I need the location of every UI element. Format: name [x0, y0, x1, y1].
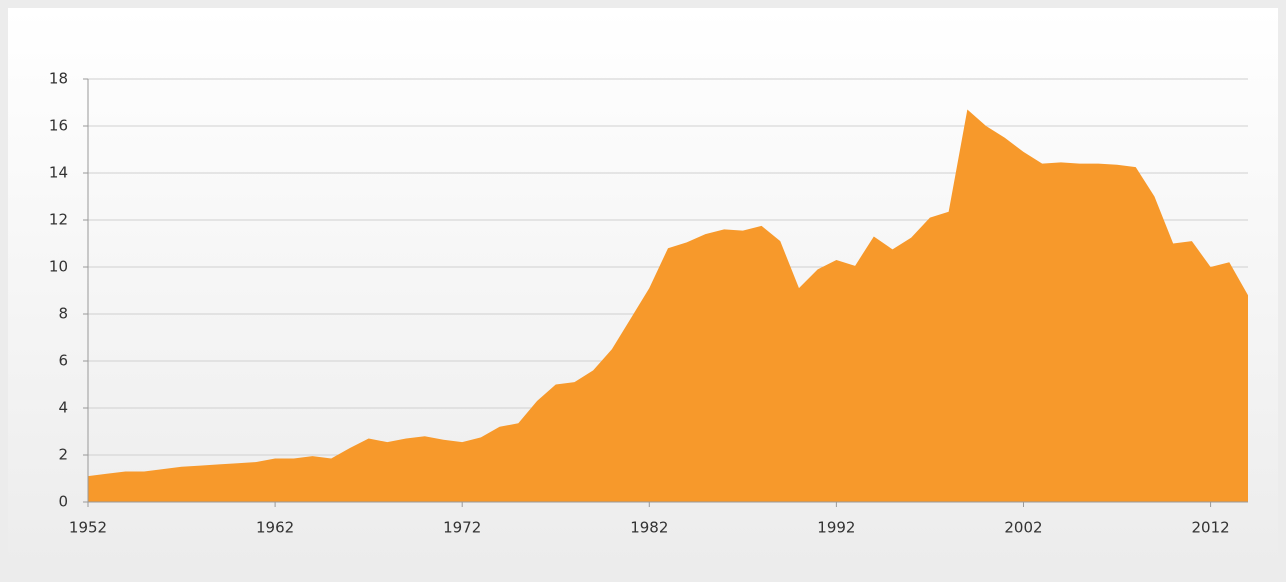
y-tick-label: 14 [49, 164, 68, 182]
x-tick-label: 2002 [1004, 519, 1042, 537]
y-tick-label: 6 [58, 352, 68, 370]
y-tick-label: 0 [58, 493, 68, 511]
y-tick-label: 10 [49, 258, 68, 276]
x-tick-label: 1992 [817, 519, 855, 537]
area [88, 109, 1248, 503]
y-tick-label: 8 [58, 305, 68, 323]
x-tick-label: 1972 [443, 519, 481, 537]
y-tick-label: 12 [49, 211, 68, 229]
y-tick-label: 16 [49, 117, 68, 135]
x-tick-label: 2012 [1191, 519, 1229, 537]
y-tick-label: 18 [49, 70, 68, 88]
x-tick-label: 1962 [256, 519, 294, 537]
x-tick-label: 1952 [69, 519, 107, 537]
y-tick-label: 4 [58, 399, 68, 417]
x-tick-label: 1982 [630, 519, 668, 537]
y-tick-label: 2 [58, 446, 68, 464]
